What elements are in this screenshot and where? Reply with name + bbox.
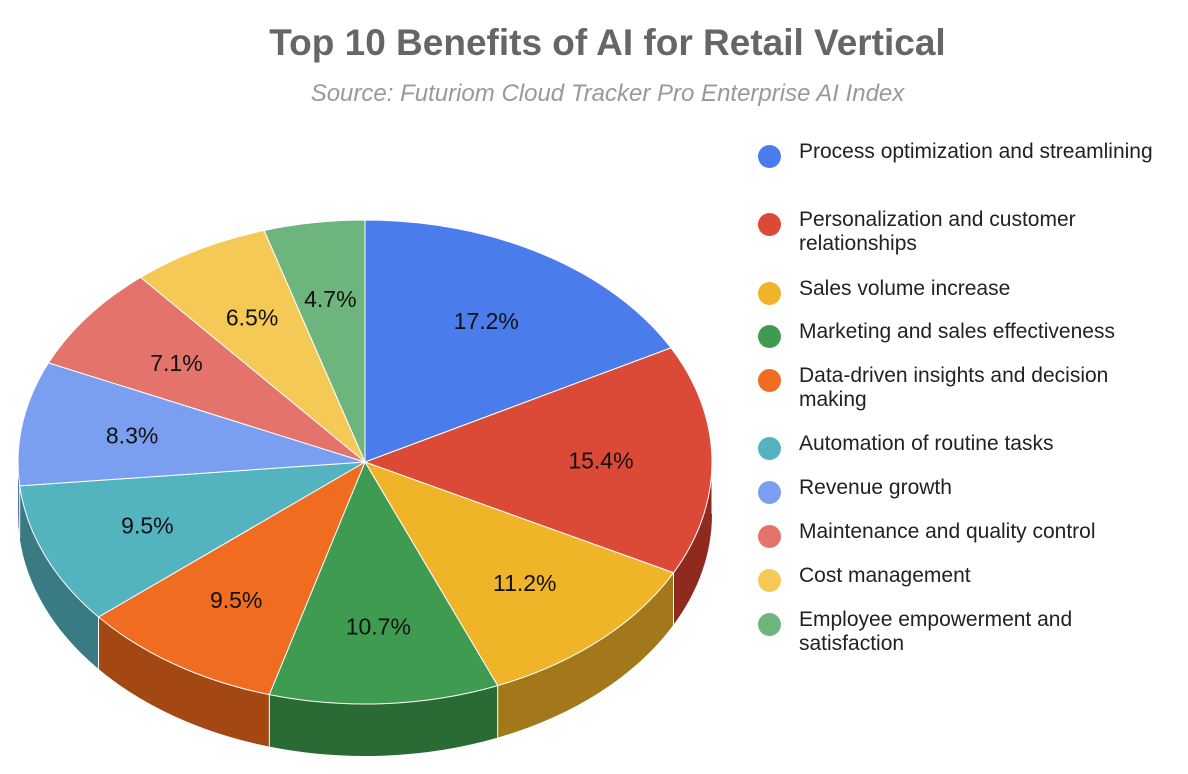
legend-label: Employee empowerment and satisfaction (799, 608, 1073, 655)
legend-label: Automation of routine tasks (799, 432, 1054, 455)
legend-swatch (758, 525, 781, 548)
pie-chart: 17.2% 15.4% 11.2% 10.7% 9.5% 9.5% 8.3% 7.1% 6.5%… (17, 219, 713, 756)
pie-slice (17, 362, 366, 487)
pie-slice-label: 9.5% (210, 587, 262, 613)
legend-label: Personalization and customer relationshi… (799, 208, 1076, 255)
legend-item: Data-driven insights and decision making (758, 364, 1178, 412)
legend-item: Marketing and sales effectiveness (758, 320, 1178, 348)
legend-label: Process optimization and streamlining (799, 140, 1153, 163)
chart-subtitle: Source: Futuriom Cloud Tracker Pro Enter… (310, 80, 905, 107)
legend-item: Maintenance and quality control (758, 520, 1178, 548)
pie-side-walls (18, 462, 713, 756)
pie-slice-label: 11.2% (493, 570, 557, 596)
legend-item: Automation of routine tasks (758, 432, 1178, 460)
legend-swatch (758, 325, 781, 348)
pie-slice (47, 276, 366, 463)
legend-swatch (758, 481, 781, 504)
legend-item: Sales volume increase (758, 277, 1178, 305)
legend-label: Marketing and sales effectiveness (799, 320, 1115, 343)
pie-slice (97, 460, 367, 696)
pie-slice-label: 17.2% (454, 308, 519, 334)
pie-top-faces (17, 219, 713, 705)
legend-label: Revenue growth (799, 476, 952, 499)
pie-slice-label: 9.5% (121, 513, 173, 539)
pie-slice-side (98, 617, 270, 747)
pie-slice-label: 8.3% (106, 423, 158, 449)
pie-slice (139, 229, 366, 463)
legend-swatch (758, 282, 781, 305)
pie-slice-label: 6.5% (226, 305, 278, 331)
legend-label: Sales volume increase (799, 277, 1011, 300)
pie-slice (363, 461, 675, 687)
pie-slice-label: 7.1% (150, 350, 202, 376)
legend-label: Maintenance and quality control (799, 520, 1096, 543)
pie-slice (19, 461, 366, 618)
legend-swatch (758, 369, 781, 392)
pie-slice-label: 4.7% (304, 286, 356, 312)
pie-slice-labels: 17.2% 15.4% 11.2% 10.7% 9.5% 9.5% 8.3% 7.1% 6.5%… (106, 286, 634, 639)
legend-swatch (758, 569, 781, 592)
legend-item: Employee empowerment and satisfaction (758, 608, 1178, 656)
pie-slice (263, 219, 366, 463)
legend-label: Cost management (799, 564, 971, 587)
pie-slice-side (497, 572, 674, 738)
legend-swatch (758, 437, 781, 460)
pie-slice-side (19, 485, 99, 670)
pie-slice-side (673, 462, 712, 625)
chart-title: Top 10 Benefits of AI for Retail Vertica… (269, 22, 946, 63)
legend-swatch (758, 613, 781, 636)
pie-slice-label: 15.4% (568, 448, 633, 474)
pie-slice-side (269, 685, 498, 756)
legend-item: Personalization and customer relationshi… (758, 208, 1178, 256)
legend-swatch (758, 145, 781, 168)
legend-swatch (758, 213, 781, 236)
pie-slice (268, 460, 499, 705)
legend-item: Revenue growth (758, 476, 1178, 504)
pie-slice (364, 219, 672, 463)
legend-item: Process optimization and streamlining (758, 140, 1178, 168)
legend-label: Data-driven insights and decision making (799, 364, 1109, 411)
pie-slice-label: 10.7% (346, 613, 411, 639)
pie-slice (363, 347, 713, 574)
legend-item: Cost management (758, 564, 1178, 592)
